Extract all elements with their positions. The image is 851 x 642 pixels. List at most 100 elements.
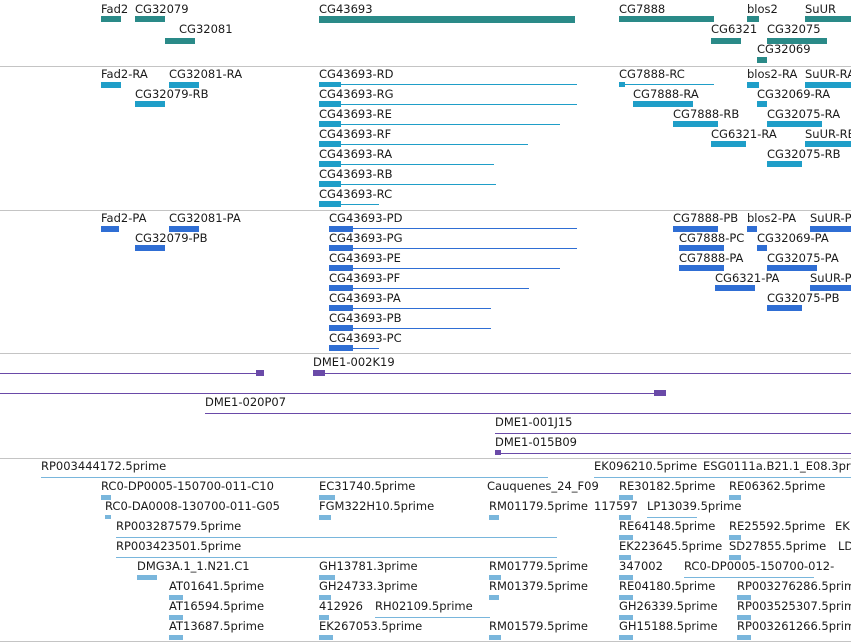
feature-glyph[interactable]: [619, 82, 625, 87]
feature-glyph[interactable]: [673, 226, 718, 232]
feature-glyph[interactable]: [165, 38, 195, 44]
feature-glyph[interactable]: [757, 245, 767, 251]
feature-glyph[interactable]: [489, 595, 499, 600]
feature-label[interactable]: GH26339.5prime: [619, 599, 718, 613]
feature-label[interactable]: CG32075-PB: [767, 291, 840, 305]
feature-label[interactable]: DME1-015B09: [495, 435, 577, 449]
feature-glyph[interactable]: [169, 82, 199, 88]
feature-glyph[interactable]: [619, 16, 714, 22]
feature-label[interactable]: 347002: [619, 559, 663, 573]
feature-glyph[interactable]: [101, 226, 119, 232]
feature-label[interactable]: RP003276286.5prime: [737, 579, 851, 593]
feature-glyph[interactable]: [319, 575, 335, 580]
feature-label[interactable]: AT16594.5prime: [169, 599, 265, 613]
feature-label[interactable]: CG32075-RA: [767, 107, 841, 121]
feature-glyph[interactable]: [495, 450, 501, 455]
feature-label[interactable]: SuUR-RA: [805, 67, 851, 81]
feature-label[interactable]: EK: [835, 519, 850, 533]
feature-label[interactable]: RP003287579.5prime: [116, 519, 242, 533]
feature-label[interactable]: AT01641.5prime: [169, 579, 265, 593]
feature-label[interactable]: CG32079-PB: [135, 231, 208, 245]
feature-label[interactable]: RE64148.5prime: [619, 519, 716, 533]
feature-label[interactable]: CG43693-PD: [329, 211, 403, 225]
feature-label[interactable]: RM01779.5prime: [489, 559, 588, 573]
feature-label[interactable]: CG43693-PB: [329, 311, 402, 325]
feature-glyph[interactable]: [169, 226, 199, 232]
feature-label[interactable]: CG43693: [319, 2, 373, 16]
feature-label[interactable]: FGM322H10.5prime: [319, 499, 435, 513]
feature-glyph[interactable]: [737, 635, 751, 640]
feature-label[interactable]: CG43693-PE: [329, 251, 401, 265]
feature-label[interactable]: RE04180.5prime: [619, 579, 716, 593]
feature-glyph[interactable]: [633, 101, 693, 107]
feature-label[interactable]: RC0-DP0005-150700-012-: [684, 559, 835, 573]
feature-label[interactable]: AT13687.5prime: [169, 619, 265, 633]
feature-glyph[interactable]: [729, 555, 741, 560]
feature-label[interactable]: CG6321-PA: [715, 271, 780, 285]
feature-label[interactable]: CG43693-RD: [319, 67, 394, 81]
feature-glyph[interactable]: [319, 101, 341, 107]
feature-glyph[interactable]: [319, 635, 333, 640]
feature-glyph[interactable]: [747, 226, 757, 232]
feature-label[interactable]: CG43693-RF: [319, 127, 392, 141]
feature-glyph[interactable]: [313, 370, 325, 376]
feature-label[interactable]: CG43693-PC: [329, 331, 402, 345]
feature-glyph[interactable]: [729, 495, 741, 500]
feature-glyph[interactable]: [729, 535, 741, 540]
feature-label[interactable]: DMG3A.1_1.N21.C1: [137, 559, 250, 573]
feature-label[interactable]: SuUR: [805, 2, 836, 16]
feature-label[interactable]: CG7888: [619, 2, 666, 16]
feature-glyph[interactable]: [737, 595, 751, 600]
feature-glyph[interactable]: [767, 265, 817, 271]
feature-glyph[interactable]: [619, 555, 631, 560]
feature-label[interactable]: CG43693-PA: [329, 291, 401, 305]
feature-glyph[interactable]: [319, 141, 341, 147]
feature-label[interactable]: CG32081-PA: [169, 211, 241, 225]
feature-label[interactable]: CG32075: [767, 22, 821, 36]
feature-label[interactable]: CG32069-RA: [757, 87, 831, 101]
feature-label[interactable]: RE25592.5prime: [729, 519, 826, 533]
feature-label[interactable]: RP003261266.5prime: [737, 619, 851, 633]
feature-glyph[interactable]: [767, 38, 827, 44]
feature-glyph[interactable]: [135, 101, 165, 107]
feature-label[interactable]: LD: [838, 539, 851, 553]
feature-label[interactable]: CG7888-RB: [673, 107, 740, 121]
feature-label[interactable]: EC31740.5prime: [319, 479, 416, 493]
feature-glyph[interactable]: [319, 515, 331, 520]
feature-glyph[interactable]: [329, 226, 353, 232]
feature-label[interactable]: RP003444172.5prime: [41, 459, 167, 473]
feature-glyph[interactable]: [619, 535, 633, 540]
feature-glyph[interactable]: [169, 615, 183, 620]
feature-label[interactable]: CG32081-RA: [169, 67, 243, 81]
feature-label[interactable]: CG32079: [135, 2, 189, 16]
feature-label[interactable]: EK223645.5prime: [619, 539, 723, 553]
feature-label[interactable]: blos2-PA: [747, 211, 797, 225]
feature-glyph[interactable]: [767, 161, 802, 167]
feature-label[interactable]: SD27855.5prime: [729, 539, 827, 553]
feature-label[interactable]: RM01179.5prime: [489, 499, 588, 513]
feature-glyph[interactable]: [135, 245, 165, 251]
feature-glyph[interactable]: [673, 121, 718, 127]
feature-label[interactable]: CG43693-RG: [319, 87, 394, 101]
feature-glyph[interactable]: [619, 595, 633, 600]
feature-label[interactable]: Fad2-RA: [101, 67, 148, 81]
feature-glyph[interactable]: [329, 345, 353, 351]
feature-glyph[interactable]: [169, 595, 183, 600]
feature-glyph[interactable]: [654, 390, 666, 396]
feature-label[interactable]: CG43693-PF: [329, 271, 401, 285]
feature-glyph[interactable]: [805, 16, 851, 22]
feature-glyph[interactable]: [810, 285, 851, 291]
feature-label[interactable]: CG32069-PA: [757, 231, 829, 245]
feature-glyph[interactable]: [319, 82, 341, 87]
feature-glyph[interactable]: [319, 201, 341, 207]
feature-label[interactable]: CG43693-PG: [329, 231, 403, 245]
feature-label[interactable]: GH13781.3prime: [319, 559, 418, 573]
feature-label[interactable]: DME1-002K19: [313, 355, 395, 369]
feature-glyph[interactable]: [319, 121, 341, 127]
feature-glyph[interactable]: [489, 575, 501, 580]
feature-label[interactable]: CG32069: [757, 42, 811, 56]
feature-label[interactable]: Fad2-PA: [101, 211, 147, 225]
feature-label[interactable]: GH15188.5prime: [619, 619, 718, 633]
feature-label[interactable]: CG32075-PA: [767, 251, 839, 265]
feature-glyph[interactable]: [489, 635, 501, 640]
